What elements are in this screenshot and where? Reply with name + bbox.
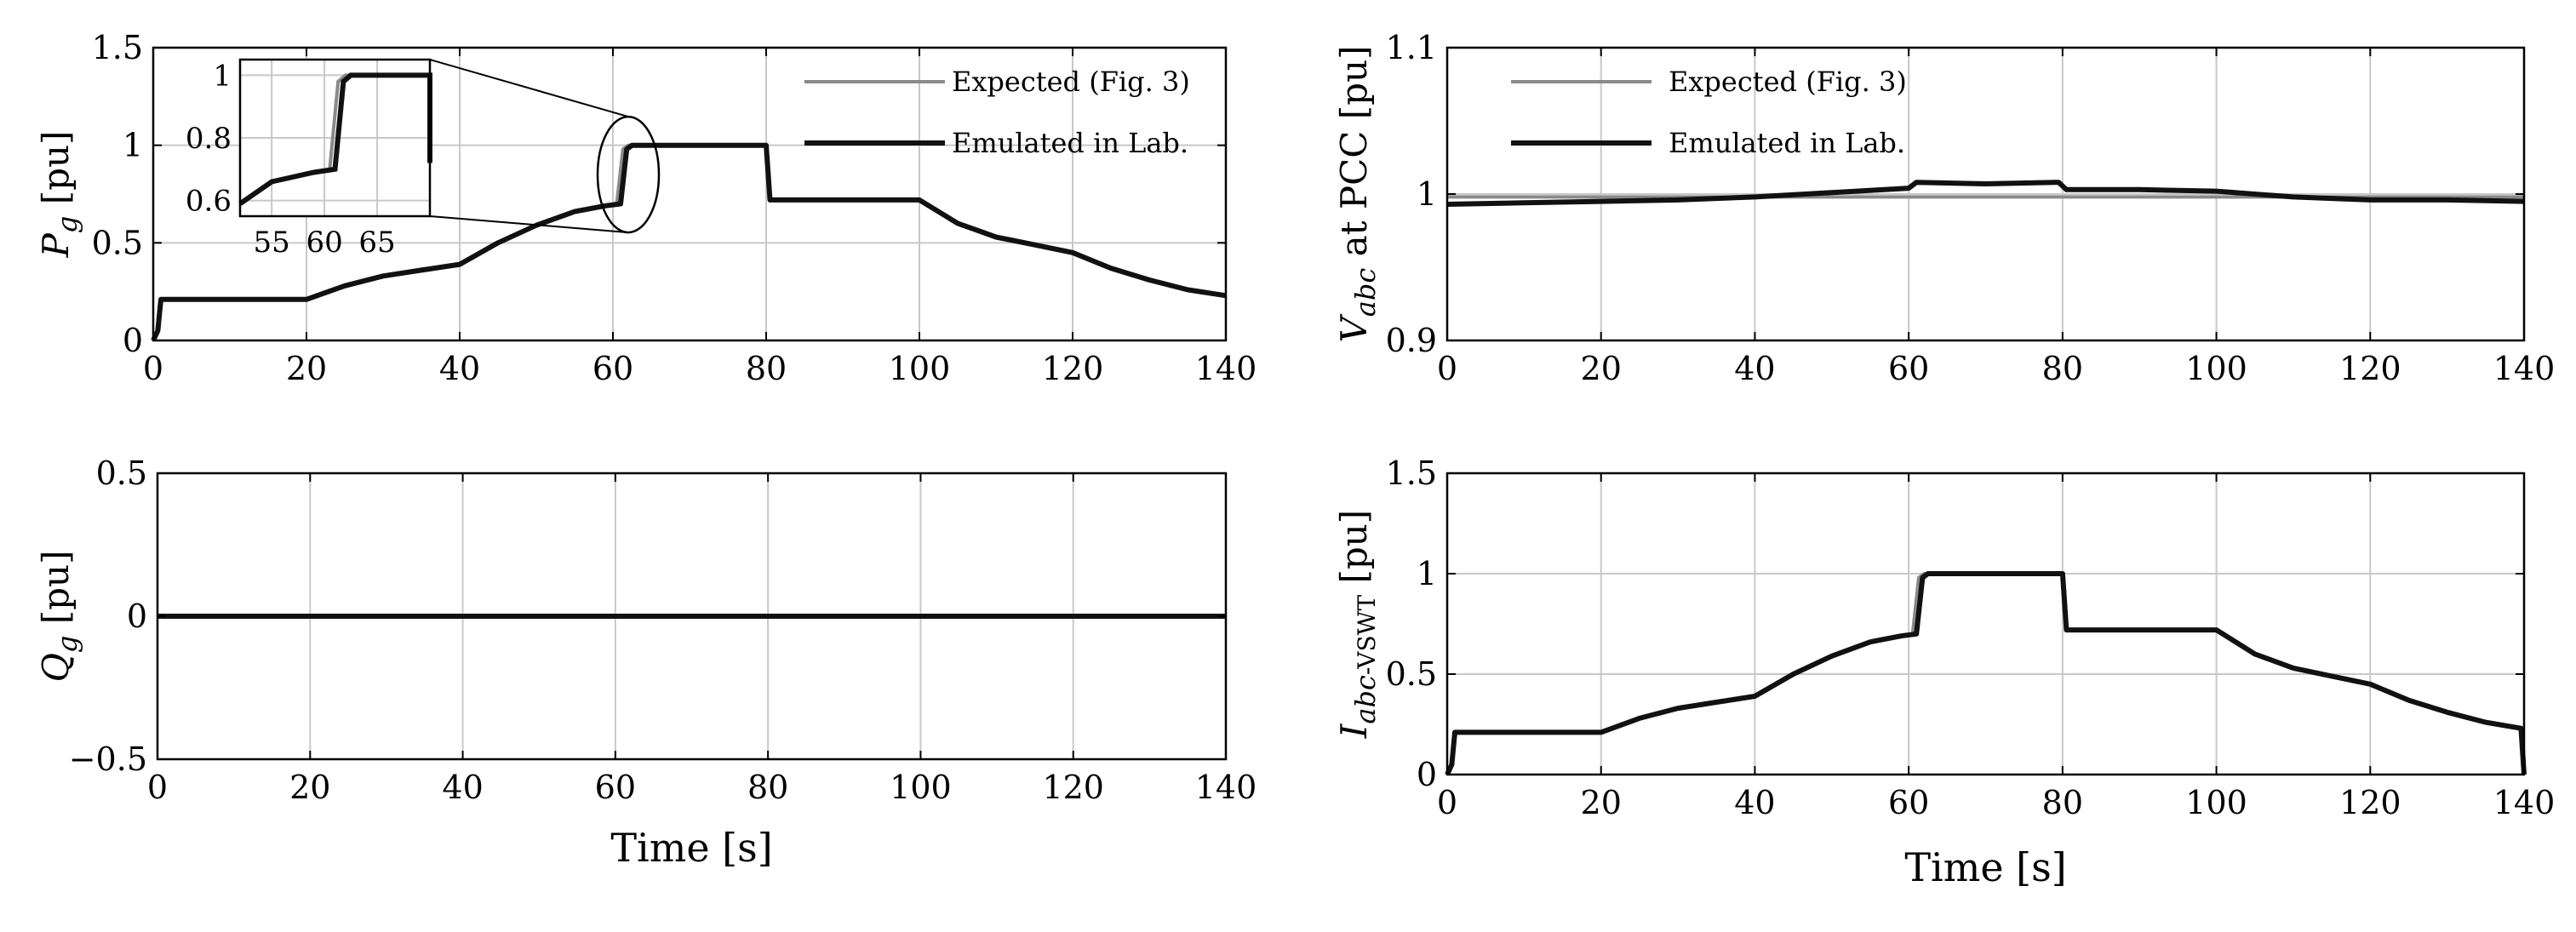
y-axis-label-part: g <box>51 216 83 233</box>
x-tick-label: 60 <box>1888 784 1929 821</box>
x-tick-label: 100 <box>890 769 952 806</box>
x-tick-label: 100 <box>2185 784 2247 821</box>
series-emulated-line <box>151 142 1227 342</box>
inset-series-emulated <box>238 72 432 206</box>
x-axis-label: Time [s] <box>610 825 772 871</box>
y-axis-label-part: abc <box>1349 268 1382 317</box>
legend-label: Emulated in Lab. <box>952 127 1188 159</box>
series-emulated-line <box>1446 180 2525 207</box>
chart-qg: 0 20 40 60 80 100 120 140−0.500.5Qg [pu]Time [s… <box>35 455 1257 871</box>
x-tick-label: 20 <box>286 350 327 387</box>
inset-x-tick-label: 55 <box>254 226 290 260</box>
x-tick-label: 140 <box>2493 350 2556 387</box>
legend-label: Expected (Fig. 3) <box>1669 66 1907 98</box>
x-tick-label: 20 <box>1581 350 1622 387</box>
x-tick-label: 60 <box>1888 350 1929 387</box>
y-tick-label: 1 <box>123 127 143 164</box>
zoom-connector <box>429 215 629 234</box>
inset-x-tick-label: 60 <box>306 226 342 260</box>
x-tick-label: 40 <box>1734 784 1775 821</box>
zoom-connector <box>429 59 629 118</box>
inset-frame <box>238 58 432 218</box>
y-axis-label: Pg [pu] <box>35 131 83 259</box>
x-tick-label: 80 <box>2042 784 2083 821</box>
x-tick-label: 0 <box>1437 350 1457 387</box>
x-tick-label: 20 <box>289 769 330 806</box>
y-tick-label: 0.5 <box>92 224 143 261</box>
x-tick-label: 140 <box>1195 769 1257 806</box>
y-axis-label-part: at PCC [pu] <box>1333 45 1375 267</box>
x-tick-label: 0 <box>143 350 163 387</box>
x-axis-label: Time [s] <box>1904 844 2066 890</box>
x-tick-label: 120 <box>1042 769 1104 806</box>
y-tick-label: 0.5 <box>1386 655 1437 693</box>
x-tick-label: 100 <box>2185 350 2247 387</box>
y-axis-label-part: abc <box>1349 675 1382 724</box>
y-tick-label: 1.5 <box>92 29 143 66</box>
axes-frame <box>152 46 1228 342</box>
x-tick-label: 40 <box>442 769 483 806</box>
y-tick-label: 1.1 <box>1386 29 1437 66</box>
y-axis-label-part: P <box>35 232 77 258</box>
x-tick-label: 100 <box>889 350 951 387</box>
zoom-ellipse <box>596 115 661 234</box>
y-tick-label: 0 <box>1417 756 1437 793</box>
inset-y-tick-label: 1 <box>213 59 232 93</box>
y-axis-label-part: I <box>1333 723 1375 739</box>
axes-frame <box>1445 472 2526 776</box>
x-tick-label: 80 <box>747 769 788 806</box>
y-axis-label: Iabc-VSWT [pu] <box>1333 510 1382 739</box>
y-tick-label: 0.9 <box>1386 322 1437 359</box>
inset-y-tick-label: 0.6 <box>186 185 232 219</box>
x-tick-label: 40 <box>439 350 480 387</box>
legend-label: Expected (Fig. 3) <box>952 66 1190 98</box>
y-tick-label: 0.5 <box>96 455 147 492</box>
x-tick-label: 120 <box>2339 350 2401 387</box>
inset-y-tick-label: 0.8 <box>186 122 232 156</box>
x-tick-label: 20 <box>1581 784 1622 821</box>
y-axis-label: Vabc at PCC [pu] <box>1333 45 1382 342</box>
y-axis-label-part: [pu] <box>35 551 77 636</box>
inset-x-tick-label: 65 <box>358 226 395 260</box>
y-tick-label: 1 <box>1417 555 1437 592</box>
x-tick-label: 80 <box>746 350 787 387</box>
series-emulated-line <box>1445 571 2527 776</box>
y-tick-label: 0 <box>127 598 147 635</box>
y-tick-label: 1.5 <box>1386 455 1437 492</box>
y-axis-label: Qg [pu] <box>35 551 83 683</box>
y-axis-label-part: [pu] <box>1333 510 1375 595</box>
x-tick-label: 0 <box>147 769 168 806</box>
y-axis-label-part: [pu] <box>35 131 77 216</box>
y-tick-label: 1 <box>1417 175 1437 213</box>
inset-zoom: 55 60 65 0.6 0.8 1 <box>186 58 661 260</box>
x-tick-label: 140 <box>2493 784 2556 821</box>
x-tick-label: 140 <box>1195 350 1257 387</box>
y-axis-label-part: g <box>51 636 83 653</box>
x-tick-label: 60 <box>592 350 633 387</box>
x-tick-label: 40 <box>1734 350 1775 387</box>
x-tick-label: 0 <box>1437 784 1457 821</box>
x-tick-label: 60 <box>595 769 636 806</box>
y-axis-label-part: Q <box>35 653 77 682</box>
x-tick-label: 120 <box>2339 784 2401 821</box>
legend-label: Emulated in Lab. <box>1669 127 1905 159</box>
y-axis-label-part: V <box>1333 314 1375 343</box>
x-tick-label: 80 <box>2042 350 2083 387</box>
x-tick-label: 120 <box>1042 350 1104 387</box>
chart-pg: 0 20 40 60 80 100 120 140 0 0.5 1 1.5 Pg [pu] Expecte… <box>35 29 1257 387</box>
y-tick-label: 0 <box>123 322 143 359</box>
y-axis-label-part: -VSWT <box>1353 595 1381 676</box>
y-tick-label: −0.5 <box>69 740 147 778</box>
